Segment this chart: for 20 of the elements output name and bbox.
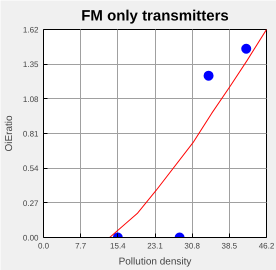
- point: [241, 44, 252, 54]
- chart-title: FM only transmitters: [81, 8, 229, 24]
- x-tick-label: 46.2: [258, 242, 275, 250]
- x-tick-label: 15.4: [110, 242, 126, 250]
- y-tick-label: 1.08: [22, 94, 40, 104]
- point: [204, 70, 214, 81]
- x-tick-label: 0.0: [38, 242, 50, 250]
- x-tick-label: 38.5: [222, 242, 238, 250]
- x-axis-title: Pollution density: [118, 256, 192, 268]
- y-tick-label: 0.27: [22, 198, 40, 208]
- y-axis-title: OiEratio: [4, 115, 15, 152]
- x-tick-label: 7.7: [75, 242, 87, 250]
- y-tick-label: 0.81: [22, 130, 40, 138]
- y-tick-label: 1.62: [22, 26, 40, 34]
- y-tick-label: 0.54: [22, 164, 40, 174]
- x-tick-label: 30.8: [184, 242, 201, 250]
- y-tick-label: 1.35: [22, 60, 40, 70]
- line-series: [109, 30, 266, 238]
- x-tick-label: 23.1: [147, 242, 164, 250]
- y-tick-label: 0.00: [22, 234, 40, 242]
